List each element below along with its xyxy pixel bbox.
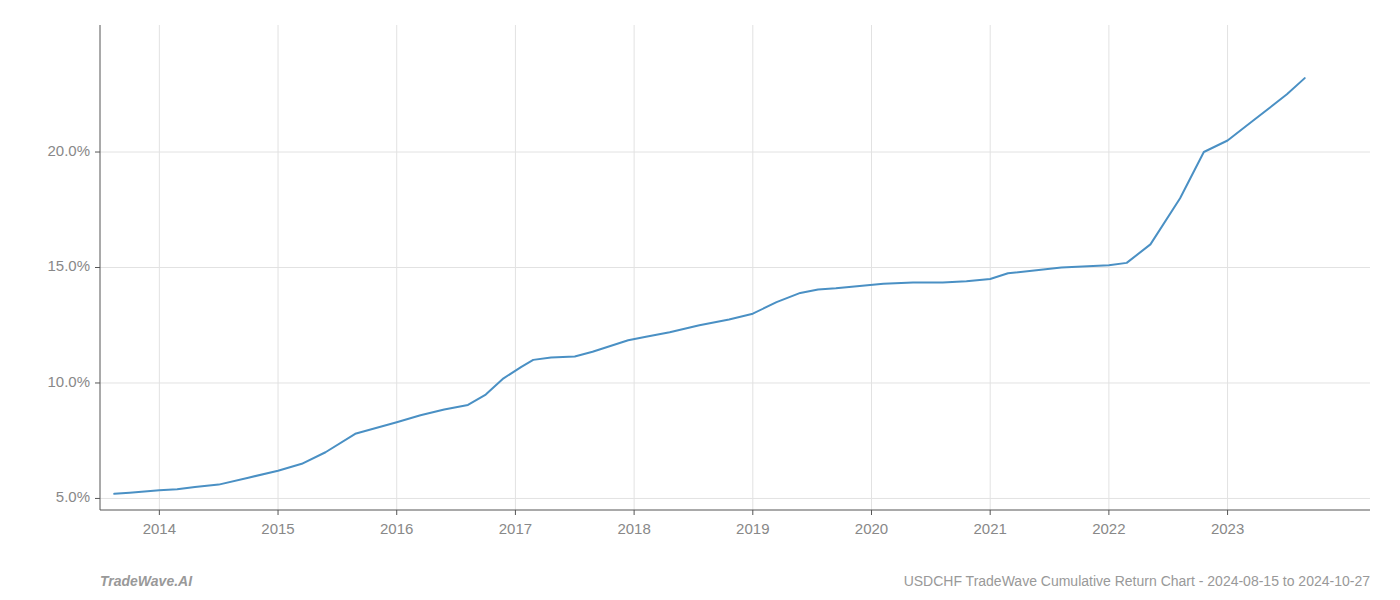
y-grid-line — [100, 382, 1370, 383]
x-grid-line — [634, 25, 635, 510]
x-tick-label: 2018 — [617, 520, 650, 537]
footer: TradeWave.AI USDCHF TradeWave Cumulative … — [100, 573, 1370, 589]
y-tick — [95, 382, 100, 383]
x-tick-label: 2019 — [736, 520, 769, 537]
x-grid-line — [1108, 25, 1109, 510]
x-axis-line — [100, 510, 1370, 511]
y-tick-label: 15.0% — [47, 257, 90, 274]
x-tick — [871, 510, 872, 515]
x-tick-label: 2023 — [1211, 520, 1244, 537]
y-grid-line — [100, 267, 1370, 268]
x-tick-label: 2014 — [143, 520, 176, 537]
x-grid-line — [515, 25, 516, 510]
x-grid-line — [159, 25, 160, 510]
x-tick-label: 2017 — [499, 520, 532, 537]
x-tick — [1108, 510, 1109, 515]
x-tick-label: 2020 — [855, 520, 888, 537]
x-axis: 2014 2015 2016 2017 2018 2019 2020 2021 2022 2023 — [143, 510, 1245, 537]
x-tick — [634, 510, 635, 515]
x-grid-line — [396, 25, 397, 510]
x-grid-line — [990, 25, 991, 510]
x-tick — [990, 510, 991, 515]
background — [0, 0, 1400, 600]
x-tick — [1227, 510, 1228, 515]
chart: 5.0%10.0%15.0%20.0%201420152016201720182… — [0, 0, 1400, 600]
line — [114, 78, 1304, 494]
grid — [100, 25, 1370, 510]
footer-left: TradeWave.AI — [100, 573, 193, 589]
x-grid-line — [278, 25, 279, 510]
y-grid-line — [100, 498, 1370, 499]
y-tick-label: 20.0% — [47, 142, 90, 159]
x-tick — [278, 510, 279, 515]
x-tick — [752, 510, 753, 515]
x-tick — [396, 510, 397, 515]
footer-right: USDCHF TradeWave Cumulative Return Chart… — [904, 573, 1371, 589]
x-grid-line — [871, 25, 872, 510]
x-grid-line — [1227, 25, 1228, 510]
y-tick-label: 5.0% — [56, 488, 90, 505]
plot-area — [114, 78, 1304, 494]
x-tick-label: 2022 — [1092, 520, 1125, 537]
y-grid-line — [100, 152, 1370, 153]
y-axis: 5.0% 10.0% 15.0% 20.0% — [47, 142, 100, 505]
y-tick-label: 10.0% — [47, 373, 90, 390]
y-tick — [95, 267, 100, 268]
x-tick — [515, 510, 516, 515]
x-tick-label: 2016 — [380, 520, 413, 537]
y-tick — [95, 498, 100, 499]
x-tick-label: 2015 — [261, 520, 294, 537]
y-tick — [95, 152, 100, 153]
x-tick — [159, 510, 160, 515]
x-tick-label: 2021 — [973, 520, 1006, 537]
x-grid-line — [752, 25, 753, 510]
